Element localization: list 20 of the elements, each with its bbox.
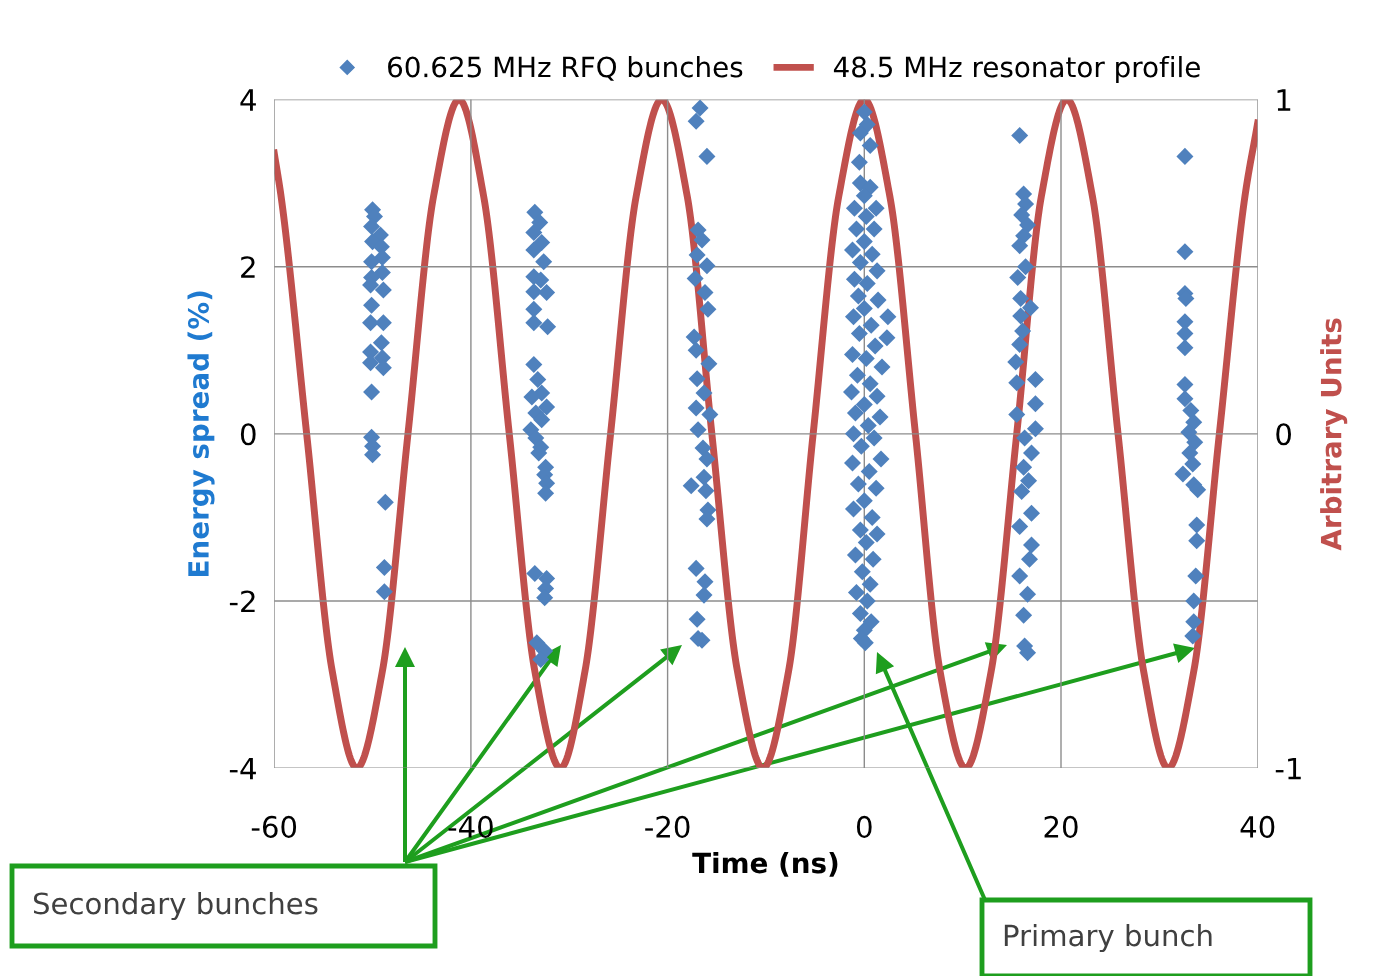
legend-label: 60.625 MHz RFQ bunches xyxy=(388,56,743,81)
y2-tick-label: -1 xyxy=(1275,757,1301,780)
y-tick-label: 4 xyxy=(240,89,256,111)
y-tick-label: -2 xyxy=(229,590,255,613)
y-axis-title: Energy spread (%) xyxy=(187,291,215,576)
x-tick-label: 20 xyxy=(1044,815,1078,838)
y-tick-label: -4 xyxy=(229,757,256,780)
x-tick-label: 0 xyxy=(856,815,872,838)
y2-axis-title: Arbitrary Units xyxy=(1320,318,1348,551)
y-tick-label: 2 xyxy=(241,256,255,278)
x-axis-title: Time (ns) xyxy=(692,851,838,877)
x-tick-label: 40 xyxy=(1240,815,1275,838)
legend-label: 48.5 MHz resonator profile xyxy=(833,56,1200,83)
y2-tick-label: 1 xyxy=(1277,89,1291,111)
y-tick-label: 0 xyxy=(240,423,256,446)
x-tick-label: -20 xyxy=(645,815,690,838)
x-tick-label: -60 xyxy=(251,815,297,838)
text: Primary bunch xyxy=(1004,923,1212,953)
text: Secondary bunches xyxy=(33,891,318,921)
y2-tick-label: 0 xyxy=(1276,423,1291,446)
